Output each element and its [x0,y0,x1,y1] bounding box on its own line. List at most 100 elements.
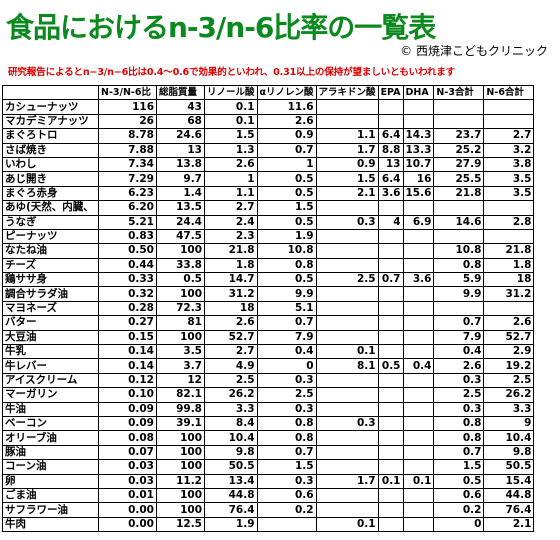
table-cell: 26.2 [483,387,535,403]
table-cell: 9 [483,415,535,432]
table-cell: 24.4 [156,214,205,230]
table-cell: 47.5 [156,228,205,245]
table-cell: 19.2 [483,358,535,374]
table-cell: 0.15 [98,329,157,346]
table-cell: 0.5 [256,185,317,202]
table-cell: 3.6 [402,272,435,288]
table-cell: 0.09 [98,415,157,432]
table-cell: 1.7 [315,473,379,489]
table-cell: あゆ(天然、内臓、 [2,200,99,216]
table-cell: 0.50 [98,243,157,259]
table-cell: さば焼き [2,142,99,158]
table-cell: 39.1 [156,415,205,432]
table-cell: 13 [156,142,205,158]
table-row: 卵 0.03 11.2 13.4 0.3 1.7 0.1 0.1 0.5 15.4 [2,473,535,489]
table-cell [315,502,379,518]
table-cell: 44.8 [204,487,258,504]
table-cell: 総脂質量 [156,84,205,101]
table-cell: 1.5 [256,200,317,216]
table-cell: 27.9 [433,156,485,173]
table-cell: N-3合計 [433,84,485,101]
table-row: 豚油 0.07 100 9.8 0.7 0.7 9.8 [2,444,535,461]
table-cell [402,300,435,317]
table-row: まぐろトロ 8.78 24.6 1.5 0.9 1.1 6.4 14.3 23.7 2.7 [2,128,535,144]
table-cell [377,300,404,317]
table-cell: DHA [402,84,435,101]
table-cell [402,113,435,130]
table-cell: 0.8 [433,430,485,446]
table-cell: 牛肉 [2,516,99,533]
table-cell: 10.4 [204,430,258,446]
table-cell: 72.3 [156,300,205,317]
table-cell: 99.8 [156,401,205,417]
table-cell: 9.9 [433,286,485,302]
table-cell: サフラワー油 [2,502,99,518]
table-cell [315,430,379,446]
table-cell [315,387,379,403]
table-cell: 0.1 [402,473,435,489]
table-cell: 0.7 [433,444,485,461]
table-cell [377,200,404,216]
table-cell [315,300,379,317]
table-cell: 0.8 [433,415,485,432]
table-cell [377,344,404,360]
table-cell: マーガリン [2,387,99,403]
table-cell: 2.7 [204,200,258,216]
table-cell: 0.03 [98,473,157,489]
table-cell: 14.7 [204,272,258,288]
table-cell [402,315,435,331]
table-row: 牛肉 0.00 12.5 1.9 0.1 0 2.1 [2,516,535,533]
table-cell: 3.7 [156,358,205,374]
table-cell: 6.9 [402,214,435,230]
table-cell: 0.33 [98,272,157,288]
table-cell: 2.7 [204,344,258,360]
table-cell: 21.8 [204,243,258,259]
table-cell: 8.8 [377,142,404,158]
table-cell: 18 [483,272,535,288]
table-cell [402,344,435,360]
table-cell: 2.5 [204,372,258,389]
table-cell: 3.3 [204,401,258,417]
table-cell: まぐろトロ [2,128,99,144]
table-cell: 16 [402,171,435,187]
table-row: 牛乳 0.14 3.5 2.7 0.4 0.1 0.4 2.9 [2,344,535,360]
table-cell: 2.6 [433,358,485,374]
table-cell [402,329,435,346]
table-cell [315,329,379,346]
table-cell [2,84,99,101]
table-cell: 9.9 [256,286,317,302]
table-cell: 7.88 [98,142,157,158]
table-cell: 0.3 [433,401,485,417]
table-cell: 9.8 [204,444,258,461]
table-cell: 2.9 [483,344,535,360]
table-cell: 2.4 [204,214,258,230]
table-cell: N-6合計 [483,84,535,101]
table-cell [377,430,404,446]
table-row: 鶏ササ身 0.33 0.5 14.7 0.5 2.5 0.7 3.6 5.9 18 [2,272,535,288]
table-cell: 0.1 [204,113,258,130]
table-cell: ベーコン [2,415,99,432]
table-cell [377,372,404,389]
table-cell: 0.83 [98,228,157,245]
table-cell: 0.08 [98,430,157,446]
table-cell [377,444,404,461]
table-cell: 1.5 [315,171,379,187]
table-row: マカデミアナッツ 26 68 0.1 2.6 [2,113,535,130]
table-cell: 50.5 [483,459,535,475]
table-cell: カシューナッツ [2,99,99,115]
table-cell: 1.7 [315,142,379,158]
table-cell: 大豆油 [2,329,99,346]
table-cell [402,286,435,302]
table-cell: 0.07 [98,444,157,461]
table-cell: 6.20 [98,200,157,216]
table-cell: 9.8 [483,444,535,461]
table-cell: 0.4 [402,358,435,374]
table-cell: オリーブ油 [2,430,99,446]
table-cell [402,415,435,432]
table-cell [315,372,379,389]
table-cell: 5.1 [256,300,317,317]
table-cell [377,243,404,259]
table-cell: 牛レバー [2,358,99,374]
table-cell [483,300,535,317]
